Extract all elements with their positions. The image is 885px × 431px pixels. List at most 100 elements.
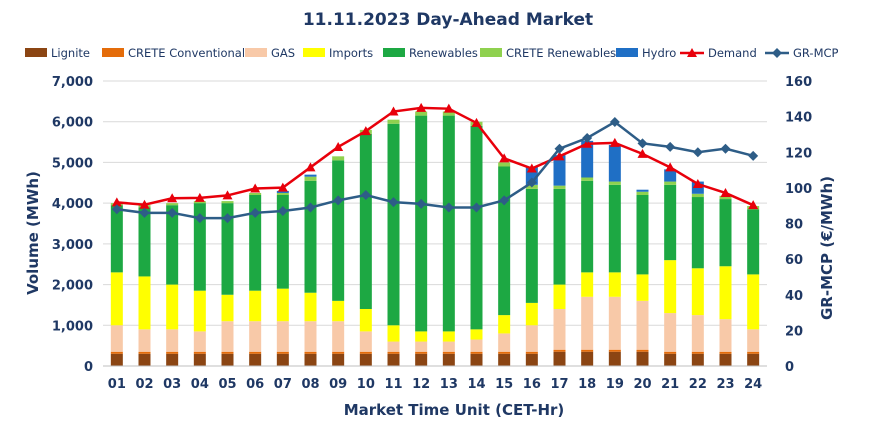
bar-renewables — [249, 195, 262, 291]
bar-crete-renewables — [498, 162, 511, 167]
demand-point — [665, 162, 676, 172]
bar-crete-conventional — [359, 351, 372, 354]
y2-tick-label: 100 — [785, 182, 812, 197]
x-tick-label: 22 — [689, 377, 707, 392]
gr-mcp-point — [665, 141, 676, 152]
y-tick-label: 4,000 — [52, 197, 93, 212]
x-tick-label: 04 — [191, 377, 209, 392]
bar-lignite — [166, 353, 179, 366]
bar-crete-conventional — [138, 351, 151, 354]
bar-imports — [221, 294, 234, 322]
bar-renewables — [719, 199, 732, 267]
bar-crete-renewables — [442, 111, 455, 116]
demand-point — [167, 193, 178, 203]
gr-mcp-point — [167, 207, 178, 218]
bar-renewables — [442, 115, 455, 332]
bar-crete-conventional — [193, 351, 206, 354]
legend-marker-demand — [687, 48, 697, 57]
bar-imports — [249, 290, 262, 322]
gr-mcp-point — [692, 147, 703, 158]
bar-gas — [221, 321, 234, 352]
legend-swatch-crete-renewables — [480, 48, 502, 57]
gr-mcp-point — [582, 133, 593, 143]
bar-renewables — [747, 209, 760, 275]
bar-renewables — [608, 184, 621, 273]
bar-crete-conventional — [553, 349, 566, 352]
bar-lignite — [110, 353, 123, 366]
bar-lignite — [415, 353, 428, 366]
gr-mcp-point — [416, 198, 427, 209]
bar-crete-conventional — [719, 351, 732, 354]
bar-renewables — [166, 205, 179, 285]
bar-renewables — [525, 188, 538, 303]
y2-tick-label: 160 — [785, 75, 812, 90]
legend-label-gas: GAS — [271, 46, 295, 60]
bar-lignite — [581, 351, 594, 366]
bar-imports — [166, 284, 179, 330]
bar-renewables — [221, 203, 234, 295]
legend-label-hydro: Hydro — [642, 46, 676, 60]
bar-crete-conventional — [470, 351, 483, 354]
bar-hydro — [636, 189, 649, 192]
bar-renewables — [691, 197, 704, 269]
bar-crete-conventional — [442, 351, 455, 354]
bar-gas — [110, 325, 123, 352]
x-tick-label: 11 — [384, 377, 402, 392]
bar-lignite — [664, 353, 677, 366]
x-tick-label: 16 — [523, 377, 541, 392]
bar-gas — [470, 339, 483, 352]
bar-crete-conventional — [525, 351, 538, 354]
bar-lignite — [304, 353, 317, 366]
bar-lignite — [138, 353, 151, 366]
bar-renewables — [470, 125, 483, 330]
bar-lignite — [193, 353, 206, 366]
bar-renewables — [581, 180, 594, 273]
legend-swatch-lignite — [25, 48, 47, 57]
bar-gas — [581, 296, 594, 350]
legend-label-imports: Imports — [329, 46, 373, 60]
bar-renewables — [498, 166, 511, 316]
bar-crete-conventional — [387, 351, 400, 354]
bar-imports — [636, 274, 649, 301]
gr-mcp-point — [637, 138, 648, 149]
bar-imports — [332, 300, 345, 322]
demand-point — [416, 102, 427, 112]
bar-gas — [304, 321, 317, 352]
gr-mcp-point — [499, 195, 510, 206]
demand-point — [554, 151, 565, 161]
bar-crete-renewables — [193, 201, 206, 204]
bar-imports — [664, 260, 677, 314]
demand-point — [333, 141, 344, 151]
bar-crete-renewables — [332, 156, 345, 161]
bar-renewables — [304, 180, 317, 293]
bar-crete-renewables — [276, 192, 289, 195]
x-tick-label: 09 — [329, 377, 347, 392]
bar-crete-conventional — [498, 351, 511, 354]
demand-point — [277, 182, 288, 192]
bar-crete-conventional — [221, 351, 234, 354]
legend-label-demand: Demand — [708, 46, 757, 60]
bar-gas — [193, 331, 206, 352]
bar-lignite — [691, 353, 704, 366]
bar-hydro — [664, 169, 677, 182]
bar-hydro — [276, 190, 289, 193]
x-tick-label: 19 — [606, 377, 624, 392]
y-axis-label: Volume (MWh) — [24, 171, 42, 295]
bar-imports — [359, 309, 372, 332]
gr-mcp-point — [305, 202, 316, 213]
bar-crete-renewables — [636, 191, 649, 195]
axes: 01,0002,0003,0004,0005,0006,0007,0000204… — [52, 75, 812, 392]
bar-imports — [415, 331, 428, 342]
bar-renewables — [636, 195, 649, 275]
bar-renewables — [138, 207, 151, 277]
lines — [111, 102, 759, 224]
bar-imports — [691, 268, 704, 316]
gr-mcp-point — [609, 116, 620, 127]
demand-point — [360, 126, 371, 136]
bar-gas — [498, 333, 511, 352]
legend-swatch-crete-conventional — [102, 48, 124, 57]
y2-tick-label: 80 — [785, 218, 803, 233]
bar-crete-conventional — [166, 351, 179, 354]
